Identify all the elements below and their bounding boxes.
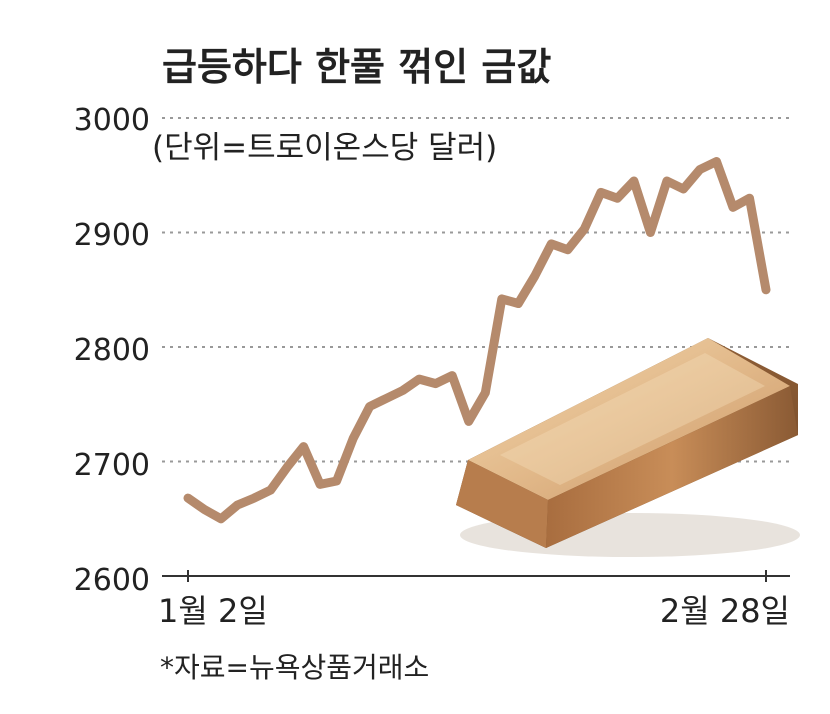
y-axis: 3000 2900 2800 2700 2600	[74, 103, 150, 598]
y-tick-label: 3000	[74, 103, 150, 138]
y-tick-label: 2600	[74, 563, 150, 598]
x-tick-label: 2월 28일	[660, 592, 790, 630]
y-tick-label: 2700	[74, 448, 150, 483]
gold-bar-image	[456, 338, 800, 557]
unit-label: (단위=트로이온스당 달러)	[152, 130, 497, 166]
x-tick-label: 1월 2일	[158, 592, 268, 630]
source-note: *자료=뉴욕상품거래소	[160, 651, 429, 684]
y-tick-label: 2900	[74, 218, 150, 253]
series-line	[183, 157, 771, 524]
y-tick-label: 2800	[74, 333, 150, 368]
chart-title: 급등하다 한풀 꺾인 금값	[162, 45, 551, 89]
series-gold-price	[183, 157, 771, 524]
